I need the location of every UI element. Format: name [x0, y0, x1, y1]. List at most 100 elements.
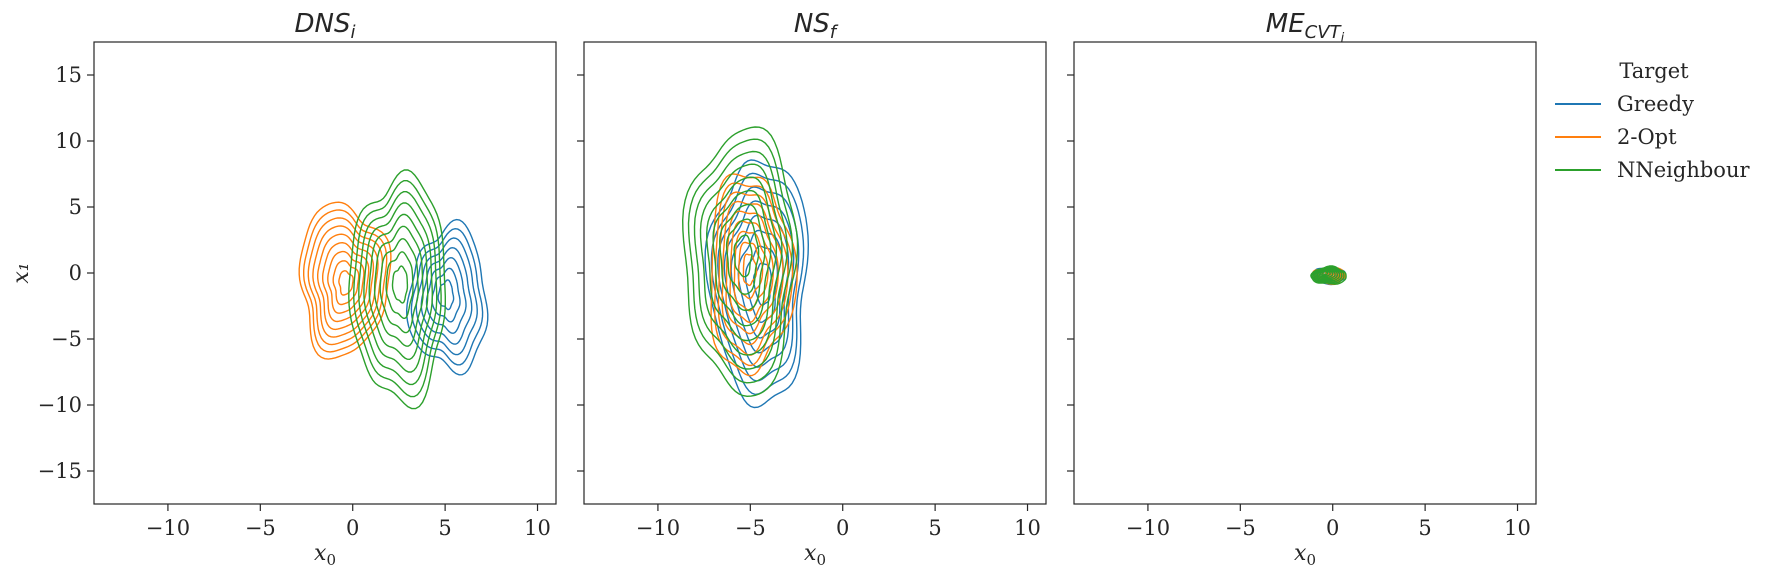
contour-2-opt-level-4 — [721, 200, 784, 346]
x-axis-label: x0 — [314, 541, 336, 569]
legend-label-nneighbour: NNeighbour — [1617, 158, 1750, 182]
x-tick-label: 10 — [1014, 516, 1041, 540]
contour-2-opt-level-9 — [338, 270, 354, 296]
y-tick-label: 5 — [69, 195, 82, 219]
title-base: DNS — [295, 9, 351, 39]
panel-3: −10 −5 0 5 10 MECVTi x0 — [1067, 9, 1537, 569]
contour-group — [298, 169, 489, 410]
x-tick-label: −10 — [1126, 516, 1170, 540]
x-axis-label: x0 — [804, 541, 826, 569]
contour-greedy-level-7 — [437, 279, 455, 311]
contour-nneighbour-level-7 — [1318, 269, 1334, 278]
contour-nneighbour-level-5 — [368, 213, 429, 361]
plot-frame — [93, 41, 557, 505]
y-tick-label: 15 — [55, 63, 82, 87]
legend-label-2-opt: 2-Opt — [1617, 125, 1677, 149]
xlabel-base: x — [314, 541, 327, 566]
legend: Target Greedy 2-Opt NNeighbour — [1555, 59, 1750, 182]
contour-greedy-level-1 — [405, 218, 489, 376]
contour-nneighbour-level-5 — [1315, 267, 1338, 281]
contour-nneighbour-level-1 — [348, 169, 446, 410]
contour-nneighbour-level-1 — [681, 126, 799, 398]
contour-nneighbour-level-4 — [699, 163, 783, 356]
contour-group — [681, 126, 810, 409]
plot-frame — [1073, 41, 1537, 505]
contour-nneighbour-level-6 — [373, 225, 424, 347]
title-base: ME — [1266, 9, 1305, 39]
x-tick-label: −10 — [636, 516, 680, 540]
contour-nneighbour-level-9 — [1321, 270, 1329, 276]
panel-title: NSf — [794, 9, 839, 43]
contour-nneighbour-level-8 — [1319, 270, 1331, 277]
contour-nneighbour-level-9 — [733, 234, 753, 278]
contour-nneighbour-level-2 — [1311, 265, 1345, 284]
contour-greedy-level-4 — [723, 200, 795, 368]
contour-2-opt-level-5 — [317, 233, 375, 331]
contour-nneighbour-level-3 — [358, 191, 438, 386]
panel-title: DNSi — [295, 9, 356, 43]
title-base: NS — [794, 9, 830, 39]
xlabel-subscript: 0 — [1306, 551, 1316, 569]
contour-2-opt-level-8 — [737, 241, 764, 300]
contour-2-opt-level-7 — [327, 250, 365, 314]
title-subscript: CVT — [1305, 22, 1343, 43]
legend-label-greedy: Greedy — [1617, 92, 1694, 116]
contour-nneighbour-level-2 — [687, 138, 794, 384]
x-tick-label: 10 — [524, 516, 551, 540]
contour-nneighbour-level-4 — [363, 202, 433, 373]
y-tick-label: −5 — [51, 327, 82, 351]
legend-title: Target — [1619, 59, 1689, 83]
title-subscript: i — [350, 22, 355, 43]
x-tick-label: 10 — [1504, 516, 1531, 540]
contour-nneighbour-level-8 — [725, 218, 760, 295]
contour-nneighbour-level-2 — [352, 180, 442, 398]
x-tick-label: 5 — [438, 516, 451, 540]
xlabel-base: x — [1294, 541, 1307, 566]
x-tick-label: 5 — [928, 516, 941, 540]
contour-group — [1310, 265, 1347, 286]
contour-nneighbour-level-9 — [391, 265, 409, 304]
x-tick-label: 5 — [1418, 516, 1431, 540]
contour-nneighbour-level-1 — [1310, 265, 1347, 285]
contour-2-opt-level-1 — [710, 173, 798, 377]
x-tick-label: 0 — [346, 516, 359, 540]
x-tick-label: −5 — [245, 516, 276, 540]
xlabel-base: x — [804, 541, 817, 566]
y-axis-label: x₁ — [9, 262, 34, 283]
contour-greedy-level-4 — [420, 246, 473, 345]
contour-nneighbour-level-5 — [705, 176, 778, 342]
contour-nneighbour-level-6 — [712, 189, 772, 327]
contour-2-opt-level-3 — [717, 191, 789, 356]
title-sub-subscript: i — [1341, 31, 1345, 46]
contour-nneighbour-level-6 — [1316, 268, 1336, 279]
contour-nneighbour-level-8 — [385, 251, 414, 319]
panel-2: −10 −5 0 5 10 NSf x0 — [577, 9, 1047, 569]
x-tick-label: −5 — [735, 516, 766, 540]
xlabel-subscript: 0 — [326, 551, 336, 569]
x-tick-label: 0 — [836, 516, 849, 540]
contour-2-opt-level-9 — [742, 253, 758, 287]
y-tick-label: −15 — [38, 459, 82, 483]
contour-2-opt-level-5 — [725, 210, 780, 335]
plot-frame — [583, 41, 1047, 505]
contour-nneighbour-level-3 — [1312, 266, 1343, 283]
contour-greedy-level-2 — [410, 227, 484, 366]
title-subscript: f — [830, 22, 839, 43]
x-tick-label: 0 — [1326, 516, 1339, 540]
x-tick-label: −10 — [146, 516, 190, 540]
contour-nneighbour-level-7 — [379, 238, 419, 334]
y-tick-label: −10 — [38, 393, 82, 417]
x-axis-label: x0 — [1294, 541, 1316, 569]
contour-nneighbour-level-4 — [1313, 267, 1341, 282]
y-tick-label: 0 — [69, 261, 82, 285]
panel-title: MECVTi — [1266, 9, 1345, 46]
contour-nneighbour-level-3 — [693, 150, 788, 370]
contour-greedy-level-2 — [710, 172, 805, 396]
contour-nneighbour-level-7 — [718, 203, 766, 311]
xlabel-subscript: 0 — [816, 551, 826, 569]
contour-greedy-level-1 — [704, 159, 810, 409]
x-tick-label: −5 — [1225, 516, 1256, 540]
